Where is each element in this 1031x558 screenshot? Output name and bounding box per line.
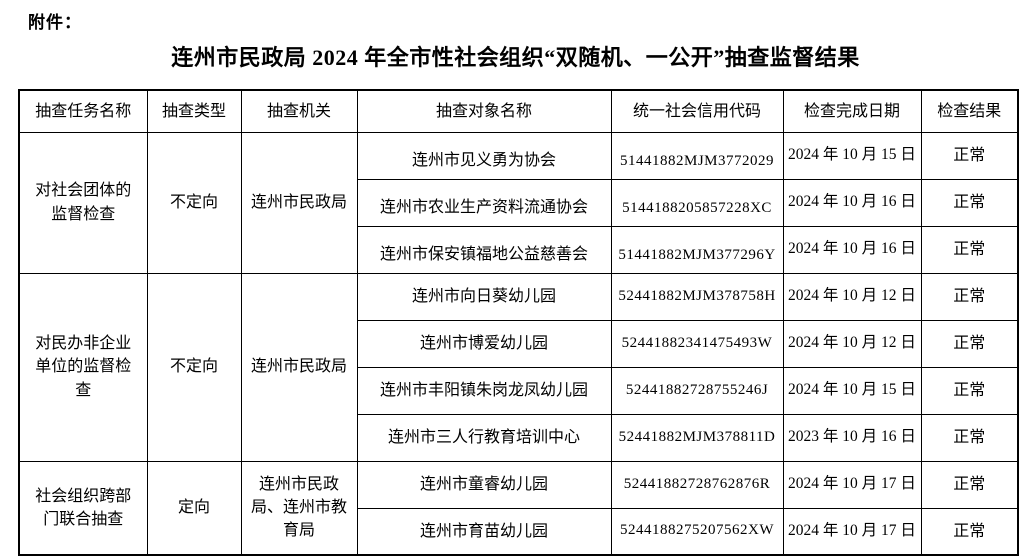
credit-code: 52441882MJM378758H: [610, 272, 784, 321]
task-name: 对民办非企业单位的监督检查: [18, 272, 148, 462]
check-type: 不定向: [146, 131, 242, 274]
check-date: 2024 年 10 月 17 日: [782, 460, 922, 509]
check-agency: 连州市民政局: [240, 272, 358, 462]
check-result: 正常: [920, 225, 1019, 274]
check-date: 2024 年 10 月 16 日: [782, 225, 922, 274]
check-date: 2024 年 10 月 12 日: [782, 272, 922, 321]
column-header-result: 检查结果: [920, 89, 1019, 133]
check-date: 2024 年 10 月 15 日: [782, 131, 922, 180]
table-header-row: 抽查任务名称 抽查类型 抽查机关 抽查对象名称 统一社会信用代码 检查完成日期 …: [18, 89, 1019, 133]
check-date: 2024 年 10 月 15 日: [782, 366, 922, 415]
check-date: 2024 年 10 月 12 日: [782, 319, 922, 368]
target-name: 连州市丰阳镇朱岗龙凤幼儿园: [356, 366, 612, 415]
column-header-check-date: 检查完成日期: [782, 89, 922, 133]
table-row: 对社会团体的监督检查 不定向 连州市民政局 连州市见义勇为协会 51441882MJM3…: [18, 131, 1019, 274]
table-row: 连州市农业生产资料流通协会 5144188205857228XC 2024 年 10…: [19, 178, 1019, 227]
check-result: 正常: [920, 319, 1019, 368]
credit-code: 51441882MJM3772029: [610, 131, 784, 180]
credit-code: 52441882341475493W: [610, 319, 784, 368]
target-name: 连州市见义勇为协会: [356, 131, 612, 180]
credit-code: 51441882MJM377296Y: [610, 225, 784, 274]
check-date: 2024 年 10 月 16 日: [782, 178, 922, 227]
check-result: 正常: [920, 413, 1019, 462]
check-result: 正常: [920, 460, 1019, 509]
credit-code: 5244188275207562XW: [610, 507, 784, 556]
table-row: 对民办非企业单位的监督检查 不定向 连州市民政局 连州市向日葵幼儿园 52441882M…: [18, 272, 1019, 462]
column-header-task-name: 抽查任务名称: [18, 89, 148, 133]
check-agency: 连州市民政局: [240, 131, 358, 274]
check-date: 2024 年 10 月 17 日: [782, 507, 922, 556]
table-body: 对社会团体的监督检查 不定向 连州市民政局 连州市见义勇为协会 51441882MJM3…: [18, 131, 1019, 556]
check-result: 正常: [920, 507, 1019, 556]
results-table: 抽查任务名称 抽查类型 抽查机关 抽查对象名称 统一社会信用代码 检查完成日期 …: [18, 89, 1019, 556]
credit-code: 5144188205857228XC: [610, 178, 784, 227]
column-header-credit-code: 统一社会信用代码: [610, 89, 784, 133]
check-agency: 连州市民政局、连州市教育局: [240, 460, 358, 556]
target-name: 连州市保安镇福地公益慈善会: [356, 225, 612, 274]
check-result: 正常: [920, 178, 1019, 227]
column-header-target-name: 抽查对象名称: [356, 89, 612, 133]
target-name: 连州市博爱幼儿园: [356, 319, 612, 368]
task-name: 社会组织跨部门联合抽查: [18, 460, 148, 556]
check-type: 定向: [146, 460, 242, 556]
column-header-check-type: 抽查类型: [146, 89, 242, 133]
table-row: 连州市博爱幼儿园 52441882341475493W 2024 年 10 月 12…: [19, 319, 1019, 368]
target-name: 连州市向日葵幼儿园: [356, 272, 612, 321]
credit-code: 52441882MJM378811D: [610, 413, 784, 462]
table-row: 连州市保安镇福地公益慈善会 51441882MJM377296Y 2024 年 10…: [19, 225, 1019, 274]
table-row: 连州市育苗幼儿园 5244188275207562XW 2024 年 10 月 17…: [19, 507, 1019, 556]
check-result: 正常: [920, 131, 1019, 180]
column-header-agency: 抽查机关: [240, 89, 358, 133]
target-name: 连州市三人行教育培训中心: [356, 413, 612, 462]
attachment-label: 附件：: [28, 13, 82, 32]
check-result: 正常: [920, 366, 1019, 415]
target-name: 连州市童睿幼儿园: [356, 460, 612, 509]
task-name: 对社会团体的监督检查: [18, 131, 148, 274]
target-name: 连州市育苗幼儿园: [356, 507, 612, 556]
credit-code: 52441882728755246J: [610, 366, 784, 415]
page-title: 连州市民政局 2024 年全市性社会组织“双随机、一公开”抽查监督结果: [171, 45, 860, 70]
check-type: 不定向: [146, 272, 242, 462]
target-name: 连州市农业生产资料流通协会: [356, 178, 612, 227]
check-result: 正常: [920, 272, 1019, 321]
table-row: 连州市三人行教育培训中心 52441882MJM378811D 2023 年 10 …: [19, 413, 1019, 462]
table-row: 连州市丰阳镇朱岗龙凤幼儿园 52441882728755246J 2024 年 10…: [19, 366, 1019, 415]
table-row: 社会组织跨部门联合抽查 定向 连州市民政局、连州市教育局 连州市童睿幼儿园 524418…: [18, 460, 1019, 556]
credit-code: 52441882728762876R: [610, 460, 784, 509]
check-date: 2023 年 10 月 16 日: [782, 413, 922, 462]
